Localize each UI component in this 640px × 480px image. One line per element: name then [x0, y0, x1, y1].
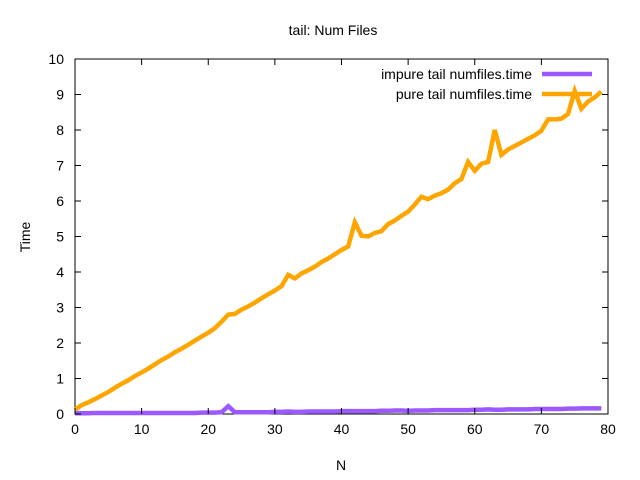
chart-title: tail: Num Files	[289, 22, 378, 38]
x-tick-label-1: 10	[134, 421, 150, 437]
y-tick-label-3: 3	[56, 300, 64, 316]
x-tick-label-6: 60	[467, 421, 483, 437]
x-tick-label-4: 40	[334, 421, 350, 437]
series-line-0	[75, 403, 602, 416]
legend: impure tail numfiles.time pure tail numfi…	[381, 66, 592, 102]
tick-layer: 0 10 20 30 40 50 60 70 80 0 1 2 3 4 5 6 7 8 9 10	[48, 51, 616, 437]
x-tick-label-3: 30	[267, 421, 283, 437]
y-tick-label-5: 5	[56, 229, 64, 245]
y-tick-label-0: 0	[56, 406, 64, 422]
y-axis-label: Time	[17, 221, 33, 252]
series-layer	[73, 83, 603, 416]
y-tick-label-10: 10	[48, 51, 64, 67]
y-tick-label-6: 6	[56, 193, 64, 209]
y-tick-label-9: 9	[56, 87, 64, 103]
x-tick-label-5: 50	[400, 421, 416, 437]
y-tick-label-4: 4	[56, 264, 64, 280]
legend-label-0: impure tail numfiles.time	[381, 66, 532, 82]
y-tick-label-2: 2	[56, 335, 64, 351]
y-tick-label-1: 1	[56, 371, 64, 387]
x-tick-label-2: 20	[200, 421, 216, 437]
y-tick-label-8: 8	[56, 122, 64, 138]
x-axis-label: N	[336, 457, 346, 473]
plot-border	[74, 58, 609, 415]
x-tick-label-8: 80	[600, 421, 616, 437]
series-line-1	[73, 83, 603, 412]
x-tick-label-0: 0	[71, 421, 79, 437]
x-tick-label-7: 70	[534, 421, 550, 437]
legend-label-1: pure tail numfiles.time	[396, 86, 532, 102]
y-tick-label-7: 7	[56, 158, 64, 174]
plot-frame	[74, 58, 609, 415]
